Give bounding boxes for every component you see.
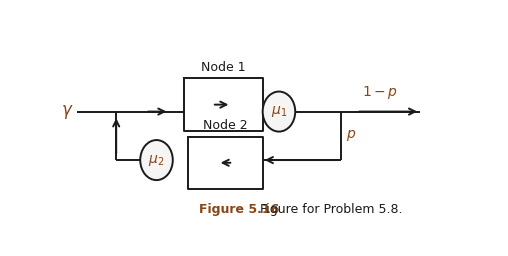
Ellipse shape bbox=[140, 140, 173, 180]
Text: Node 2: Node 2 bbox=[203, 119, 248, 132]
Ellipse shape bbox=[263, 92, 295, 132]
Text: $\mu_2$: $\mu_2$ bbox=[148, 153, 165, 168]
Text: $\gamma$: $\gamma$ bbox=[61, 103, 74, 121]
Text: $1-p$: $1-p$ bbox=[363, 84, 398, 101]
Text: Figure for Problem 5.8.: Figure for Problem 5.8. bbox=[260, 203, 402, 216]
Text: Figure 5.16: Figure 5.16 bbox=[199, 203, 279, 216]
Text: Node 1: Node 1 bbox=[201, 61, 246, 74]
Text: $\mu_1$: $\mu_1$ bbox=[271, 104, 287, 119]
Text: $p$: $p$ bbox=[346, 128, 357, 143]
